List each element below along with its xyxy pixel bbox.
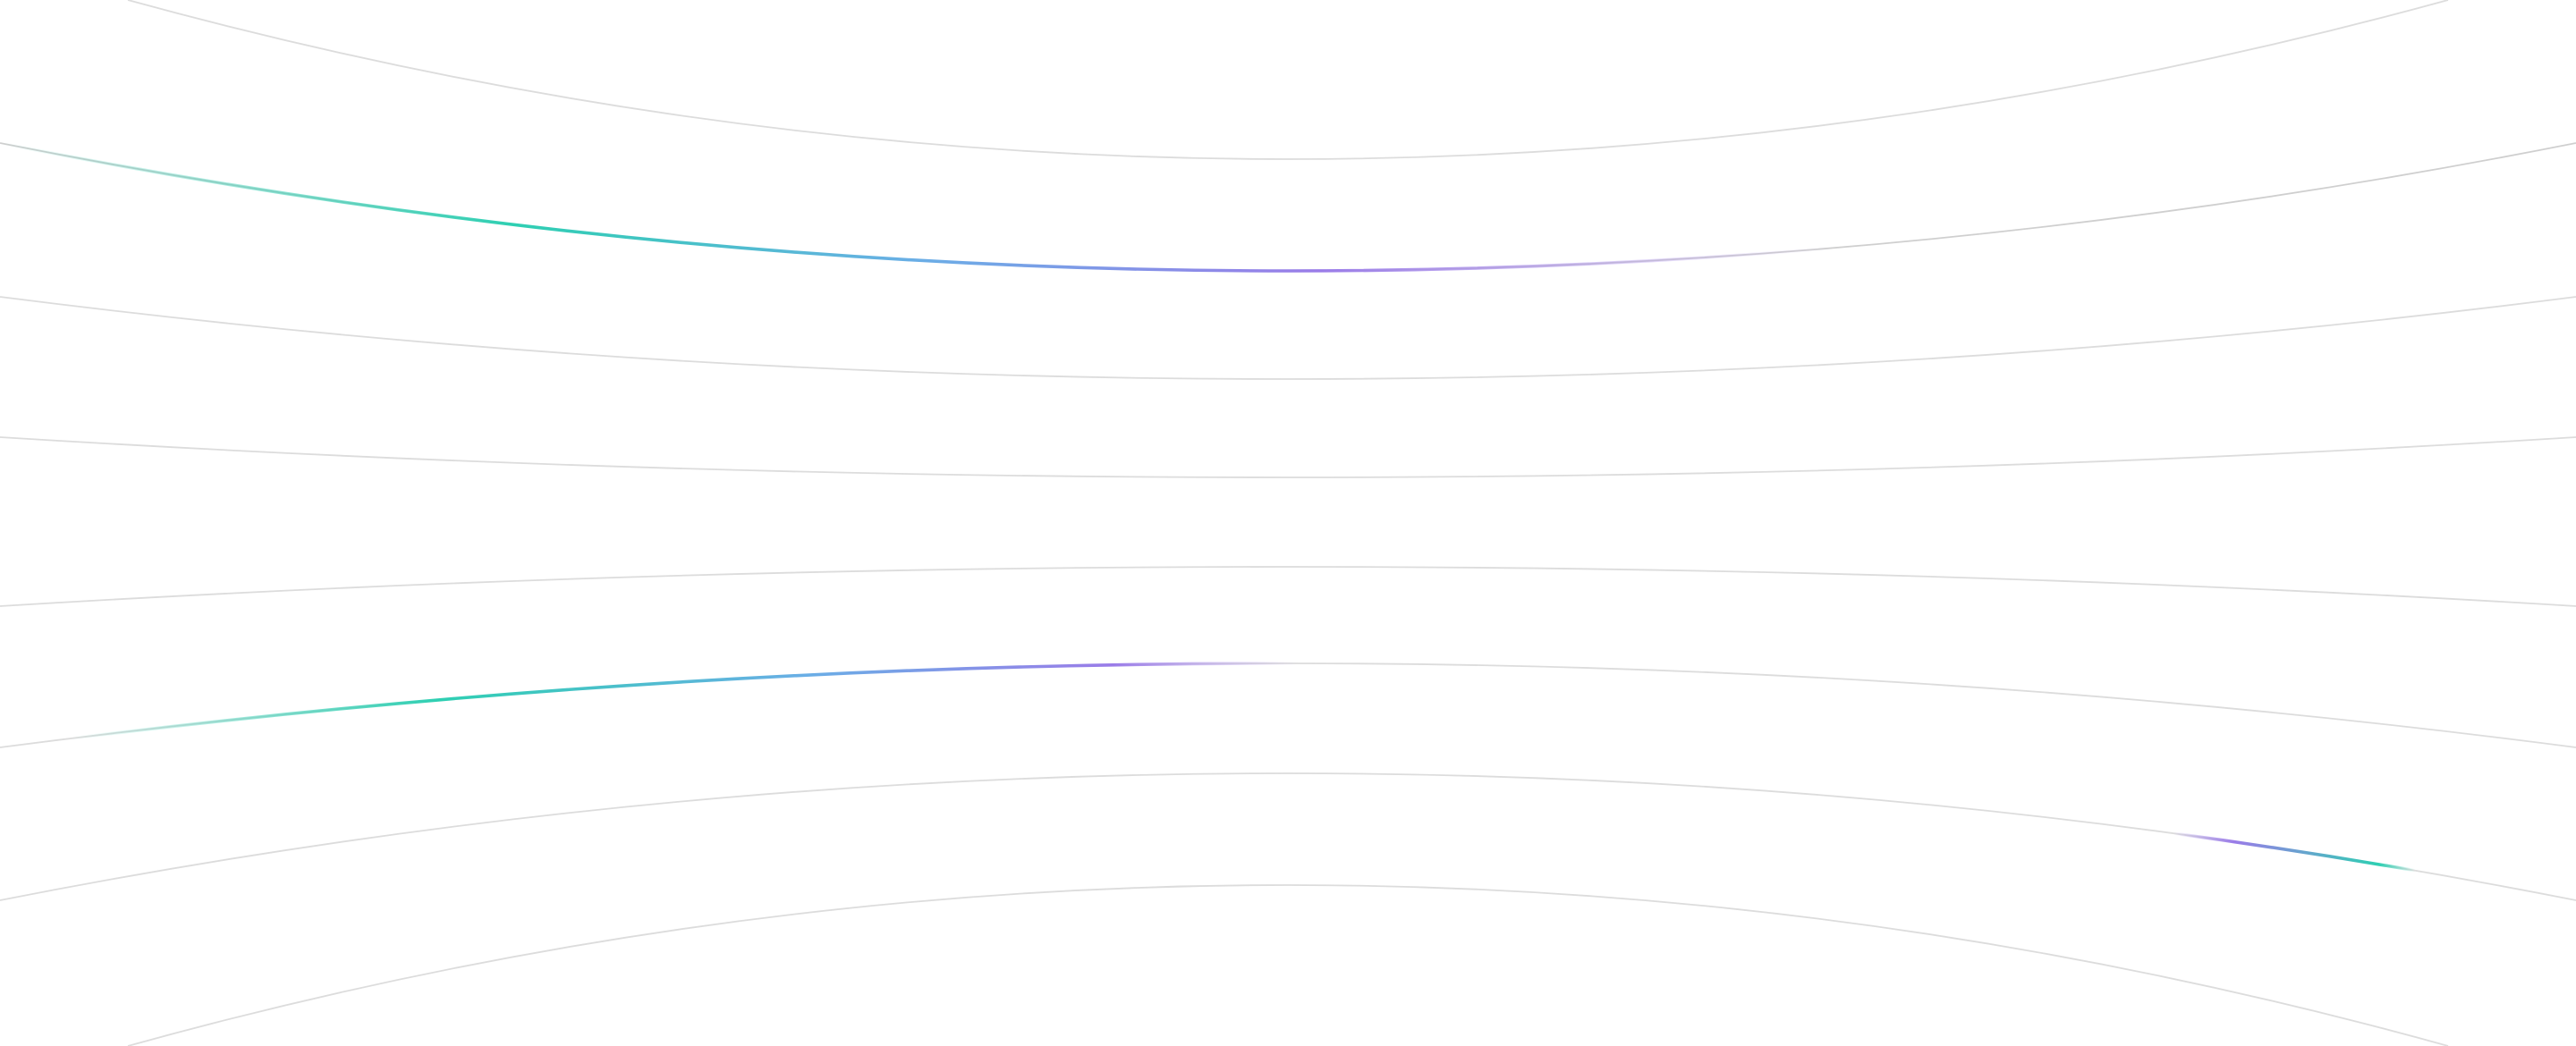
curve — [127, 0, 2449, 160]
curve — [0, 296, 2576, 380]
curve-highlight — [2174, 831, 2415, 873]
curve-highlight — [0, 141, 2576, 273]
curve — [0, 566, 2576, 607]
curve — [0, 436, 2576, 478]
curve — [127, 884, 2449, 1046]
curve-highlight — [0, 662, 2576, 749]
